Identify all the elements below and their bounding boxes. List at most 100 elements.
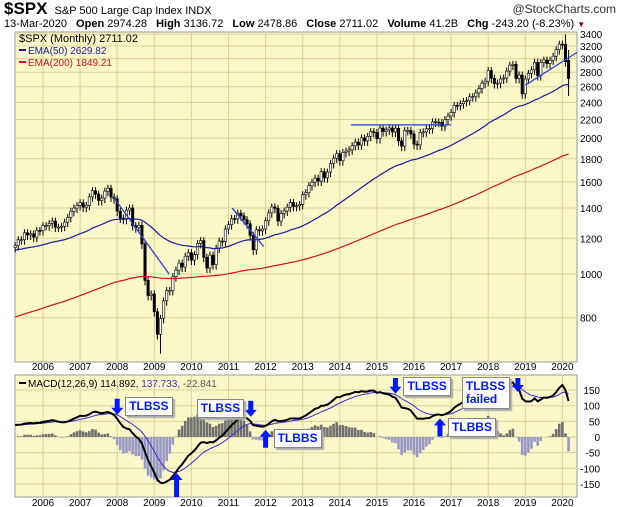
candle-up	[471, 96, 475, 98]
candle-up	[149, 293, 153, 296]
macd-histogram-bar	[415, 437, 419, 458]
macd-histogram-bar	[539, 437, 543, 442]
x-tick-label: 2019	[514, 498, 537, 507]
macd-histogram-bar	[196, 414, 199, 437]
candle-down	[276, 208, 280, 222]
macd-histogram-bar	[35, 435, 39, 437]
candle-down	[316, 177, 320, 182]
macd-histogram-bar	[384, 437, 388, 440]
candle-down	[536, 61, 540, 76]
macd-histogram-bar	[63, 437, 66, 438]
macd-histogram-bar	[146, 437, 150, 476]
candle-up	[502, 77, 506, 80]
x-tick-label: 2013	[292, 362, 315, 373]
candle-up	[526, 73, 530, 80]
candle-up	[227, 224, 231, 230]
candle-up	[307, 185, 311, 193]
macd-histogram-bar	[177, 429, 181, 437]
candle-up	[264, 220, 268, 230]
candle-down	[397, 127, 401, 142]
arrow-down-icon	[511, 378, 524, 392]
y-tick-label: 800	[580, 314, 597, 325]
candle-up	[332, 157, 336, 164]
candle-down	[146, 280, 150, 296]
macd-histogram-bar	[100, 434, 104, 437]
candle-down	[563, 44, 567, 63]
macd-histogram-bar	[524, 437, 527, 456]
x-tick-label: 2020	[551, 498, 574, 507]
volume-value: 41.2B	[429, 18, 459, 30]
candle-up	[56, 226, 60, 229]
candle-down	[291, 202, 295, 207]
candle-down	[118, 210, 122, 219]
candle-up	[208, 254, 212, 269]
candle-up	[505, 70, 509, 79]
candle-up	[446, 115, 450, 120]
candle-up	[517, 74, 521, 79]
candle-down	[38, 230, 42, 232]
macd-histogram-bar	[199, 412, 202, 437]
candle-up	[542, 59, 546, 63]
candle-up	[270, 206, 274, 214]
macd-histogram-bar	[412, 437, 416, 455]
candle-up	[171, 276, 175, 291]
macd-histogram-bar	[533, 437, 536, 442]
candle-down	[32, 233, 36, 238]
candle-up	[427, 128, 431, 130]
annotation-label: TLBSS	[125, 397, 173, 417]
candle-down	[242, 215, 246, 220]
macd-histogram-bar	[224, 420, 227, 437]
candle-down	[143, 243, 147, 281]
candle-up	[44, 225, 48, 227]
candle-up	[465, 100, 469, 102]
macd-histogram-bar	[496, 431, 499, 437]
macd-histogram-bar	[502, 435, 505, 437]
macd-histogram-bar	[180, 425, 184, 437]
candle-down	[375, 132, 379, 139]
candle-up	[554, 49, 558, 57]
macd-histogram-bar	[156, 437, 159, 483]
macd-histogram-bar	[394, 437, 397, 444]
macd-histogram-bar	[193, 416, 196, 437]
macd-histogram-bar	[329, 425, 332, 437]
arrow-up-icon	[170, 472, 183, 497]
candle-down	[390, 127, 394, 133]
candle-up	[421, 131, 425, 134]
candle-down	[400, 140, 404, 147]
candle-up	[387, 127, 391, 131]
macd-tick-label: 0	[594, 433, 600, 444]
macd-histogram-bar	[149, 437, 153, 478]
candle-up	[50, 220, 54, 224]
macd-histogram-bar	[208, 423, 212, 437]
macd-histogram-bar	[326, 427, 329, 437]
macd-histogram-bar	[168, 437, 172, 454]
macd-histogram-bar	[554, 429, 558, 437]
macd-histogram-bar	[88, 431, 91, 437]
y-tick-label: 3200	[580, 42, 603, 53]
macd-histogram-bar	[409, 437, 413, 451]
macd-histogram-bar	[245, 424, 249, 437]
candle-up	[452, 105, 456, 113]
macd-histogram-bar	[520, 437, 524, 456]
candle-up	[539, 62, 543, 76]
trendline	[524, 51, 578, 86]
candle-up	[548, 59, 552, 64]
candle-down	[211, 254, 215, 265]
macd-histogram-bar	[381, 437, 385, 439]
macd-histogram-bar	[344, 425, 348, 437]
annotation-label: TLBSS	[403, 377, 451, 396]
candle-up	[90, 190, 94, 198]
x-tick-label: 2008	[106, 362, 129, 373]
x-tick-label: 2017	[440, 362, 463, 373]
macd-histogram-bar	[403, 437, 407, 453]
candle-down	[514, 64, 518, 79]
macd-histogram-bar	[128, 437, 131, 452]
macd-histogram-bar	[66, 436, 70, 437]
macd-histogram-bar	[341, 425, 345, 437]
candle-up	[418, 132, 422, 146]
down-triangle-icon: ▼	[577, 20, 586, 29]
candle-up	[406, 130, 410, 132]
macd-tick-label: -50	[586, 449, 601, 460]
macd-tick-label: 50	[589, 417, 601, 428]
macd-histogram-bar	[162, 437, 165, 471]
